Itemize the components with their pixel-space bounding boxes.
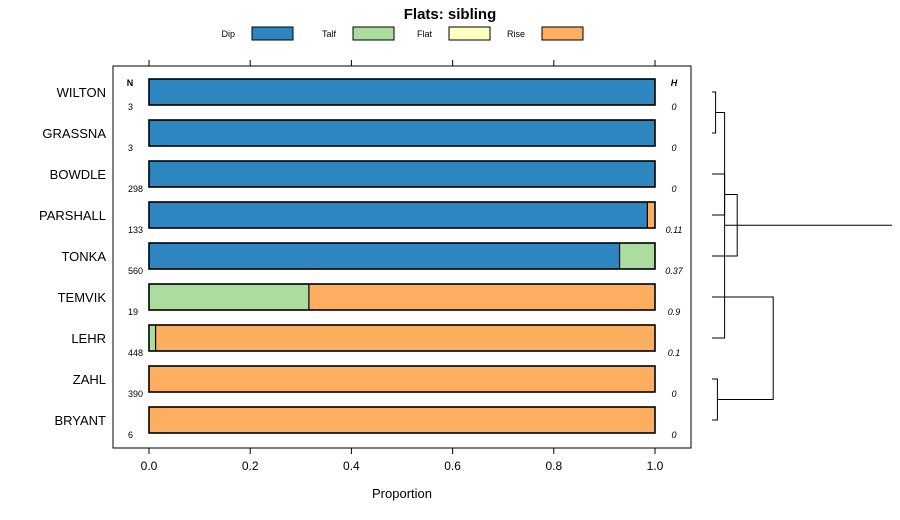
h-column-header: H bbox=[671, 78, 678, 88]
dendrogram-link bbox=[712, 91, 717, 134]
n-value-bryant: 6 bbox=[128, 430, 133, 440]
row-label-temvik: TEMVIK bbox=[58, 290, 107, 305]
n-value-grassna: 3 bbox=[128, 143, 133, 153]
bar-segment-bowdle-dip bbox=[149, 161, 655, 187]
h-value-wilton: 0 bbox=[671, 102, 676, 112]
row-label-lehr: LEHR bbox=[71, 331, 106, 346]
bar-segment-zahl-rise bbox=[149, 366, 655, 392]
bar-outline-bryant bbox=[148, 406, 656, 434]
h-value-parshall: 0.11 bbox=[666, 225, 683, 235]
n-column-header: N bbox=[127, 78, 134, 88]
n-value-tonka: 560 bbox=[128, 266, 143, 276]
h-value-tonka: 0.37 bbox=[665, 266, 684, 276]
legend-swatch-dip bbox=[251, 26, 294, 41]
h-value-zahl: 0 bbox=[671, 389, 676, 399]
h-value-bowdle: 0 bbox=[671, 184, 676, 194]
row-label-bowdle: BOWDLE bbox=[50, 167, 107, 182]
chart-title: Flats: sibling bbox=[404, 6, 497, 23]
dendrogram-link bbox=[712, 378, 718, 421]
bar-segment-temvik-talf bbox=[149, 284, 309, 310]
axes-group: 0.0 0.2 0.4 0.6 0.8 1.0 bbox=[141, 60, 664, 473]
row-label-parshall: PARSHALL bbox=[39, 208, 106, 223]
n-value-parshall: 133 bbox=[128, 225, 143, 235]
x-tick-label: 1.0 bbox=[647, 459, 664, 473]
n-value-zahl: 390 bbox=[128, 389, 143, 399]
n-value-temvik: 19 bbox=[128, 307, 138, 317]
bar-outline-wilton bbox=[148, 78, 656, 106]
n-value-lehr: 448 bbox=[128, 348, 143, 358]
bar-outline-bowdle bbox=[148, 160, 656, 188]
row-label-wilton: WILTON bbox=[57, 85, 106, 100]
bar-segment-wilton-dip bbox=[149, 79, 655, 105]
x-tick-label: 0.6 bbox=[444, 459, 461, 473]
x-tick-label: 0.2 bbox=[242, 459, 259, 473]
row-label-grassna: GRASSNA bbox=[42, 126, 106, 141]
bar-segment-parshall-dip bbox=[149, 202, 648, 228]
legend-label-rise: Rise bbox=[507, 29, 525, 39]
bar-outline-grassna bbox=[148, 119, 656, 147]
x-tick-label: 0.8 bbox=[545, 459, 562, 473]
row-label-bryant: BRYANT bbox=[54, 413, 106, 428]
legend-label-dip: Dip bbox=[221, 29, 235, 39]
legend-swatch-rise bbox=[541, 26, 584, 41]
x-tick-label: 0.0 bbox=[141, 459, 158, 473]
h-value-lehr: 0.1 bbox=[668, 348, 681, 358]
bar-segment-tonka-talf bbox=[619, 243, 655, 269]
bar-segment-parshall-rise bbox=[647, 202, 655, 228]
bar-segment-temvik-rise bbox=[308, 284, 655, 310]
bar-segment-grassna-dip bbox=[149, 120, 655, 146]
bar-segment-tonka-dip bbox=[149, 243, 620, 269]
h-value-temvik: 0.9 bbox=[668, 307, 681, 317]
n-value-bowdle: 298 bbox=[128, 184, 143, 194]
legend: Dip Talf Flat Rise bbox=[221, 26, 584, 41]
legend-swatch-talf bbox=[352, 26, 395, 41]
legend-label-talf: Talf bbox=[322, 29, 337, 39]
bar-segment-bryant-rise bbox=[149, 407, 655, 433]
row-label-zahl: ZAHL bbox=[73, 372, 106, 387]
legend-swatch-flat bbox=[448, 26, 491, 41]
x-axis-title: Proportion bbox=[372, 486, 432, 501]
dendrogram-link bbox=[712, 296, 774, 400]
bar-outline-temvik bbox=[148, 283, 656, 311]
dendrogram bbox=[712, 91, 892, 421]
dendrogram-link bbox=[712, 173, 726, 216]
n-value-wilton: 3 bbox=[128, 102, 133, 112]
bar-outline-parshall bbox=[148, 201, 656, 229]
bar-outline-lehr bbox=[148, 324, 656, 352]
h-value-grassna: 0 bbox=[671, 143, 676, 153]
bar-segment-lehr-talf bbox=[149, 325, 156, 351]
bars-group: WILTON 3 0 GRASSNA 3 0 BOWDLE 298 0 PARSHALL 133 0.… bbox=[39, 78, 684, 440]
bar-outline-zahl bbox=[148, 365, 656, 393]
h-value-bryant: 0 bbox=[671, 430, 676, 440]
x-tick-label: 0.4 bbox=[343, 459, 360, 473]
plot-frame bbox=[112, 65, 692, 449]
bar-outline-tonka bbox=[148, 242, 656, 270]
legend-label-flat: Flat bbox=[417, 29, 433, 39]
dendrogram-link bbox=[712, 112, 726, 339]
bar-segment-lehr-rise bbox=[155, 325, 655, 351]
row-label-tonka: TONKA bbox=[61, 249, 106, 264]
